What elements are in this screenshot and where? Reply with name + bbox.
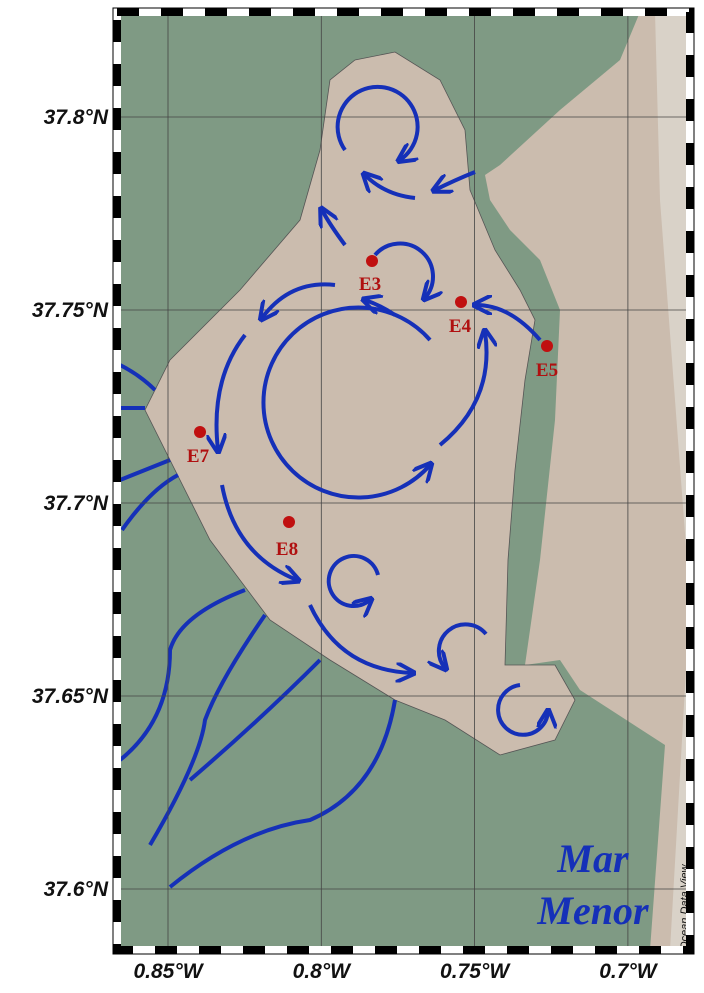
station-marker xyxy=(283,516,295,528)
credit: Ocean Data View xyxy=(679,864,691,950)
lat-tick-label: 37.75°N xyxy=(32,299,109,322)
station-label: E3 xyxy=(359,274,381,295)
sea-light xyxy=(655,12,690,950)
lat-tick-label: 37.8°N xyxy=(44,106,109,129)
frame xyxy=(113,8,694,954)
station-label: E7 xyxy=(187,446,210,467)
lon-tick-label: 0.7°W xyxy=(599,960,659,983)
stations: E3 E4 E5 E7 E8 xyxy=(187,255,558,560)
station-label: E4 xyxy=(449,316,472,337)
station-label: E5 xyxy=(536,360,558,381)
map-area: E3 E4 E5 E7 E8 Mar Menor Ocean Data View xyxy=(117,12,691,950)
lat-tick-label: 37.7°N xyxy=(44,492,109,515)
frame-outline xyxy=(112,7,695,955)
lon-tick-label: 0.85°W xyxy=(133,960,204,983)
station-marker xyxy=(194,426,206,438)
map-title: Mar xyxy=(556,836,629,881)
lon-tick-label: 0.75°W xyxy=(440,960,511,983)
lat-tick-label: 37.6°N xyxy=(44,878,109,901)
station-marker xyxy=(455,296,467,308)
lat-tick-label: 37.65°N xyxy=(32,685,109,708)
station-marker xyxy=(541,340,553,352)
map-title: Menor xyxy=(536,888,649,933)
rivers xyxy=(118,363,397,889)
circulation-arrows xyxy=(217,84,548,737)
lagoon xyxy=(144,51,576,756)
station-label: E8 xyxy=(276,539,298,560)
grid xyxy=(117,12,690,950)
lon-tick-label: 0.8°W xyxy=(293,960,353,983)
station-marker xyxy=(366,255,378,267)
sea xyxy=(485,12,690,950)
